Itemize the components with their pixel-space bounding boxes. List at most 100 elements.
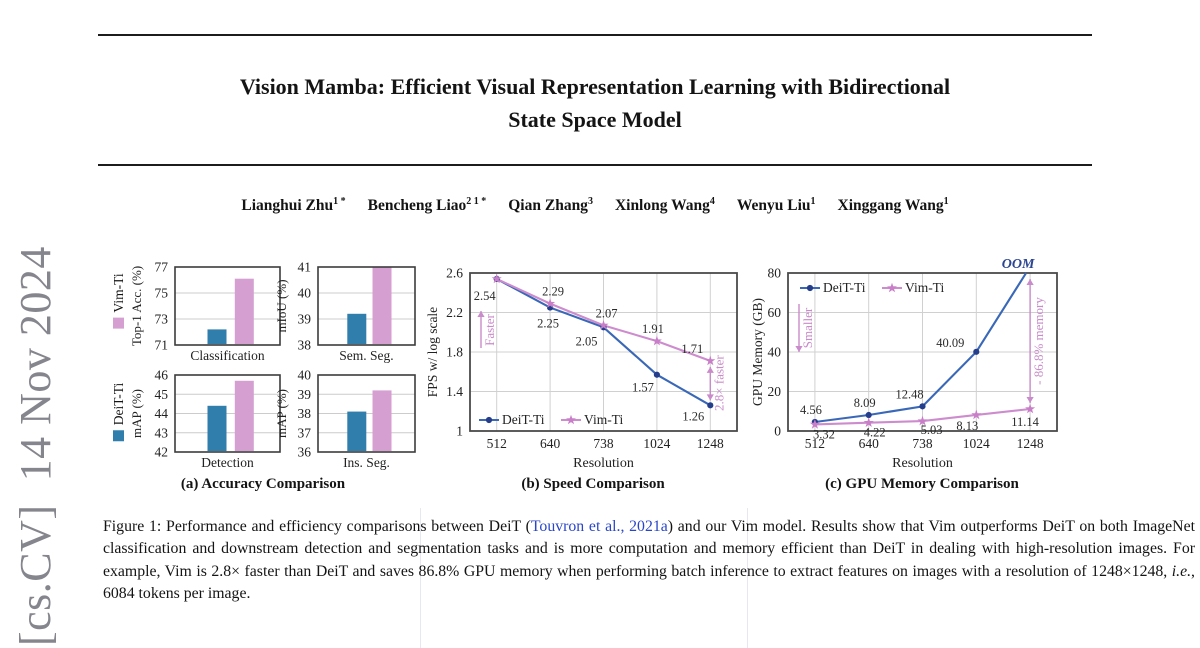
caption-text-2: ) and our Vim model. Results show that V… xyxy=(103,518,1195,580)
svg-text:1: 1 xyxy=(456,424,463,439)
svg-text:38: 38 xyxy=(298,406,312,421)
panel-separator-ab xyxy=(420,508,421,648)
paper-title: Vision Mamba: Efficient Visual Represent… xyxy=(98,70,1092,136)
svg-text:738: 738 xyxy=(593,436,614,451)
svg-text:1.8: 1.8 xyxy=(446,345,463,360)
svg-text:11.14: 11.14 xyxy=(1011,415,1039,429)
caption-text-3: , 6084 tokens per image. xyxy=(103,562,1195,602)
top-rule xyxy=(98,34,1092,36)
author: Xinggang Wang1 xyxy=(837,196,949,215)
author: Wenyu Liu1 xyxy=(736,196,816,215)
svg-text:DeiT-Ti: DeiT-Ti xyxy=(502,412,545,427)
svg-text:8.13: 8.13 xyxy=(956,419,978,433)
svg-text:45: 45 xyxy=(155,387,169,402)
svg-text:2.8× faster: 2.8× faster xyxy=(711,355,726,411)
svg-text:20: 20 xyxy=(768,384,782,399)
caption-ie: i.e. xyxy=(1171,562,1192,580)
svg-text:640: 640 xyxy=(859,436,880,451)
svg-text:GPU Memory (GB): GPU Memory (GB) xyxy=(750,298,765,406)
paper-title-line1: Vision Mamba: Efficient Visual Represent… xyxy=(239,74,951,99)
svg-text:Classification: Classification xyxy=(190,348,264,363)
svg-text:37: 37 xyxy=(298,425,312,440)
svg-text:mIoU (%): mIoU (%) xyxy=(274,279,289,332)
svg-text:5.03: 5.03 xyxy=(921,423,943,437)
caption-panel-a: (a) Accuracy Comparison xyxy=(180,476,346,492)
svg-text:80: 80 xyxy=(768,266,782,281)
svg-text:512: 512 xyxy=(487,436,507,451)
svg-text:43: 43 xyxy=(155,425,169,440)
paper-title-line2: State Space Model xyxy=(508,107,682,132)
authors-line: Lianghui Zhu1 * Bencheng Liao2 1 * Qian Zh… xyxy=(98,196,1092,215)
svg-text:2.07: 2.07 xyxy=(596,306,618,320)
svg-text:1.71: 1.71 xyxy=(681,342,703,356)
svg-text:1248: 1248 xyxy=(697,436,724,451)
author: Lianghui Zhu1 * xyxy=(241,196,346,215)
svg-text:3.32: 3.32 xyxy=(813,427,835,441)
svg-text:OOM: OOM xyxy=(1002,257,1035,272)
svg-text:4.56: 4.56 xyxy=(800,403,822,417)
svg-text:1.57: 1.57 xyxy=(632,381,654,395)
svg-text:77: 77 xyxy=(155,260,169,275)
svg-text:44: 44 xyxy=(155,406,169,421)
svg-text:2.54: 2.54 xyxy=(474,289,497,303)
svg-text:4.22: 4.22 xyxy=(864,426,886,440)
svg-text:2.29: 2.29 xyxy=(542,285,564,299)
svg-text:40: 40 xyxy=(298,286,312,301)
svg-text:Vim-Ti: Vim-Ti xyxy=(905,280,944,295)
svg-text:DeiT-Ti: DeiT-Ti xyxy=(823,280,866,295)
caption-panel-c: (c) GPU Memory Comparison xyxy=(825,476,1019,492)
svg-text:Vim-Ti: Vim-Ti xyxy=(584,412,623,427)
figure-1 xyxy=(0,250,1200,648)
panel-separator-bc xyxy=(747,508,748,648)
svg-text:71: 71 xyxy=(155,338,169,353)
svg-text:46: 46 xyxy=(155,368,169,383)
svg-text:40.09: 40.09 xyxy=(936,336,964,350)
svg-text:1248: 1248 xyxy=(1017,436,1044,451)
svg-text:2.6: 2.6 xyxy=(446,266,463,281)
svg-text:38: 38 xyxy=(298,338,312,353)
svg-text:- 86.8% memory: - 86.8% memory xyxy=(1031,297,1046,385)
svg-text:Faster: Faster xyxy=(482,313,497,345)
svg-text:8.09: 8.09 xyxy=(854,396,876,410)
svg-text:Detection: Detection xyxy=(201,455,254,470)
svg-text:FPS w/ log scale: FPS w/ log scale xyxy=(425,307,440,397)
svg-text:Resolution: Resolution xyxy=(573,456,634,471)
svg-text:1.4: 1.4 xyxy=(446,384,463,399)
svg-text:42: 42 xyxy=(155,445,169,460)
svg-text:Top-1 Acc. (%): Top-1 Acc. (%) xyxy=(129,266,144,346)
svg-text:512: 512 xyxy=(805,436,825,451)
caption-text-1: Figure 1: Performance and efficiency com… xyxy=(103,518,531,535)
citation-link[interactable]: Touvron et al., 2021a xyxy=(530,518,668,535)
svg-text:mAP (%): mAP (%) xyxy=(129,389,144,438)
svg-text:mAP (%): mAP (%) xyxy=(274,389,289,438)
svg-text:12.48: 12.48 xyxy=(895,387,923,401)
svg-text:0: 0 xyxy=(774,424,781,439)
caption-panel-b: (b) Speed Comparison xyxy=(521,476,665,492)
svg-text:738: 738 xyxy=(912,436,933,451)
svg-text:75: 75 xyxy=(155,286,169,301)
svg-text:60: 60 xyxy=(768,305,782,320)
svg-text:1.91: 1.91 xyxy=(642,322,664,336)
svg-text:1024: 1024 xyxy=(963,436,990,451)
mid-rule xyxy=(98,164,1092,166)
svg-text:640: 640 xyxy=(540,436,561,451)
svg-text:1024: 1024 xyxy=(643,436,670,451)
svg-text:39: 39 xyxy=(298,387,312,402)
figure-charts-svg: 77 75 73 71 Top-1 Acc. (%) Classification 41 40… xyxy=(129,257,1058,471)
svg-text:36: 36 xyxy=(298,445,312,460)
svg-text:73: 73 xyxy=(155,312,169,327)
svg-text:Smaller: Smaller xyxy=(800,307,815,348)
svg-text:40: 40 xyxy=(768,345,782,360)
svg-text:41: 41 xyxy=(298,260,312,275)
svg-text:2.05: 2.05 xyxy=(576,334,598,348)
svg-text:2.25: 2.25 xyxy=(537,317,559,331)
svg-text:Sem. Seg.: Sem. Seg. xyxy=(339,348,393,363)
author: Xinlong Wang4 xyxy=(614,196,715,215)
svg-text:40: 40 xyxy=(298,368,312,383)
figure-caption: Figure 1: Performance and efficiency com… xyxy=(103,516,1195,605)
svg-text:Resolution: Resolution xyxy=(892,456,953,471)
svg-text:1.26: 1.26 xyxy=(682,409,704,423)
svg-text:39: 39 xyxy=(298,312,312,327)
author: Qian Zhang3 xyxy=(508,196,593,215)
